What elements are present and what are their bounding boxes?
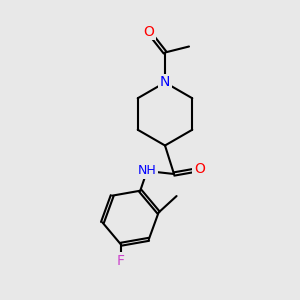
Text: O: O (143, 25, 154, 38)
Text: NH: NH (138, 164, 156, 178)
Text: O: O (194, 163, 205, 176)
Text: N: N (160, 76, 170, 89)
Text: F: F (117, 254, 125, 268)
